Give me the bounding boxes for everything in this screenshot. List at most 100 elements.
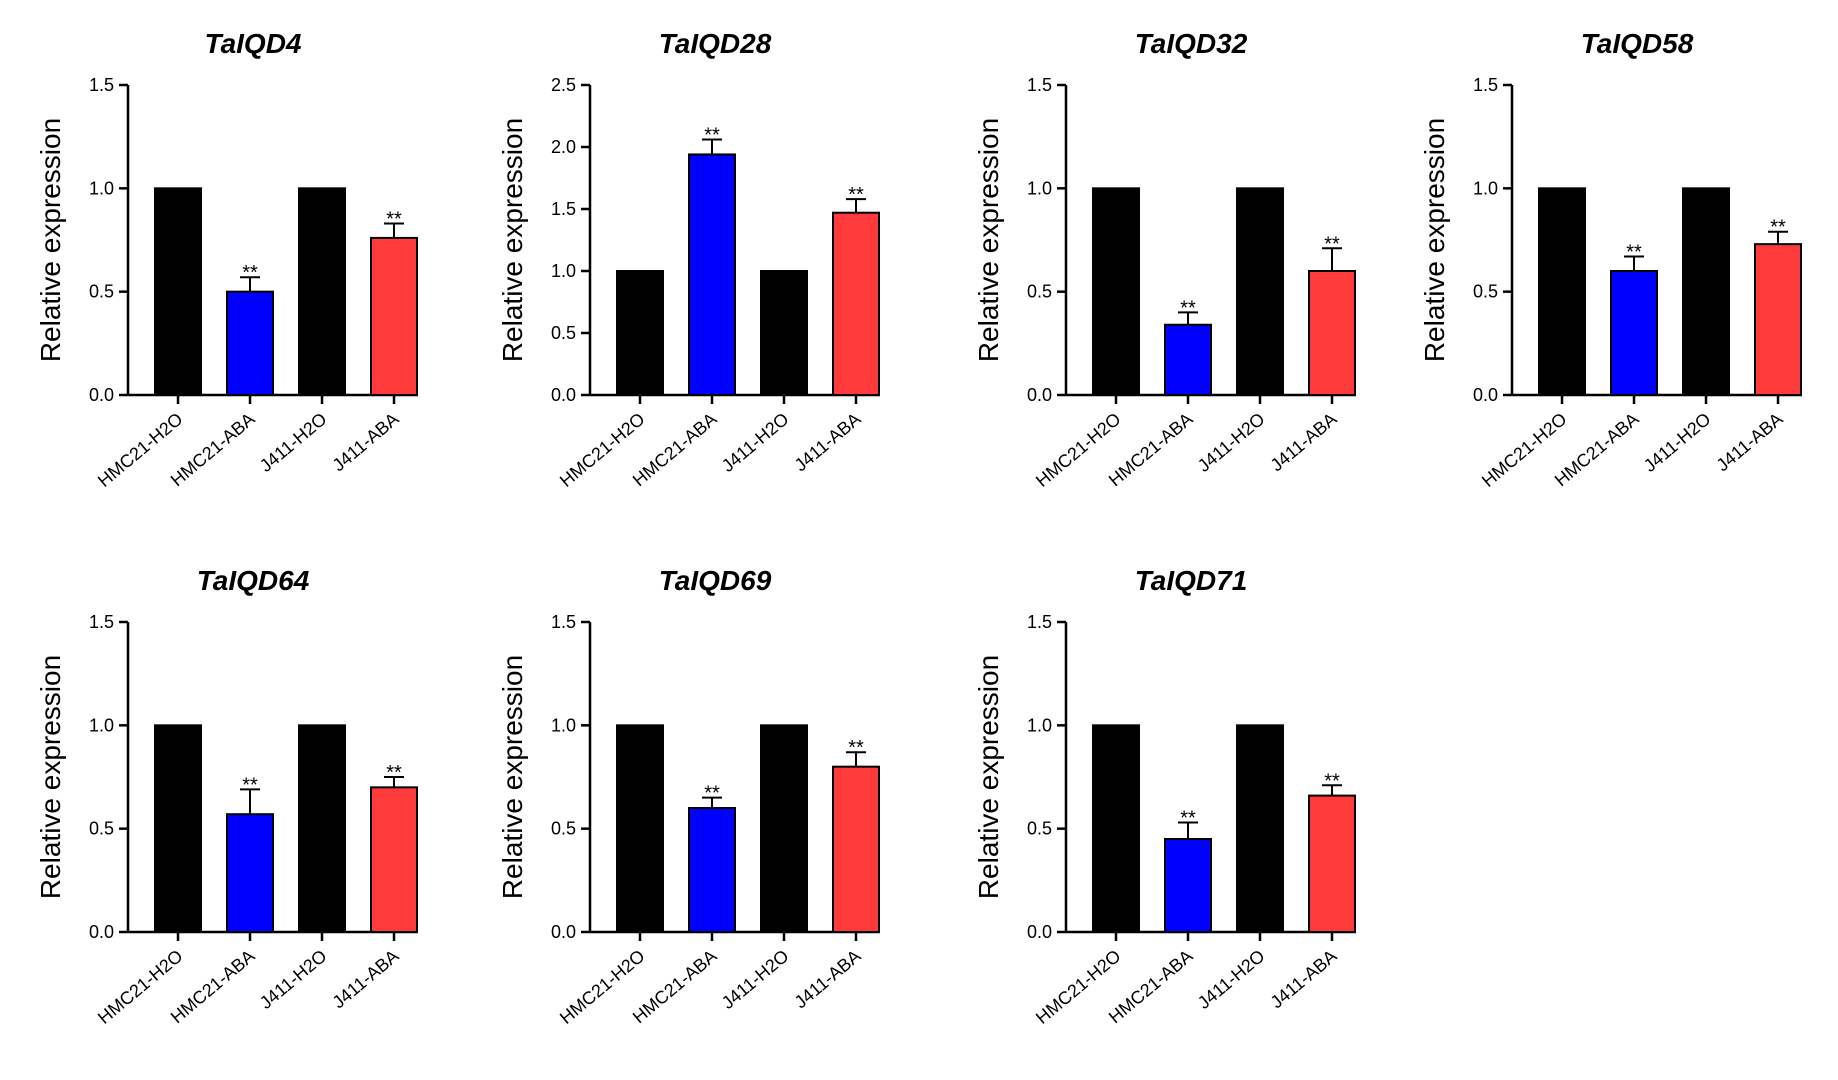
bar-J411-H2O [298, 187, 346, 396]
bar-HMC21-ABA [1164, 838, 1212, 933]
y-axis-label: Relative expression [35, 118, 66, 362]
significance-label: ** [386, 762, 402, 784]
bar-J411-ABA [370, 236, 418, 396]
significance-label: ** [1180, 807, 1196, 829]
significance-label: ** [242, 774, 258, 796]
significance-label: ** [848, 184, 864, 206]
x-tick-label: J411-H2O [1194, 946, 1269, 1013]
y-tick-label: 0.5 [1027, 282, 1052, 302]
y-tick-label: 1.0 [1027, 178, 1052, 198]
bar-J411-ABA [1308, 270, 1356, 396]
x-tick-label: J411-ABA [1267, 409, 1341, 476]
y-axis-label: Relative expression [1419, 118, 1450, 362]
chart-title: TaIQD58 [1581, 28, 1694, 59]
y-tick-label: 1.5 [551, 612, 576, 632]
bar-HMC21-H2O [154, 724, 202, 933]
significance-label: ** [704, 125, 720, 147]
chart-panel-1: TaIQD28 Relative expression 0.0 0.5 1.0 1.5 2.… [497, 28, 880, 491]
y-tick-label: 2.0 [551, 137, 576, 157]
y-axis-label: Relative expression [497, 118, 528, 362]
bar-HMC21-ABA [688, 807, 736, 933]
significance-label: ** [1770, 217, 1786, 239]
bar-J411-ABA [832, 765, 880, 934]
bar-HMC21-ABA [1164, 323, 1212, 397]
chart-title: TaIQD69 [659, 565, 772, 596]
y-tick-label: 1.5 [89, 75, 114, 95]
significance-label: ** [1626, 242, 1642, 264]
significance-label: ** [386, 208, 402, 230]
chart-title: TaIQD64 [197, 565, 310, 596]
chart-title: TaIQD4 [205, 28, 302, 59]
bar-J411-H2O [1236, 187, 1284, 396]
y-axis-label: Relative expression [973, 118, 1004, 362]
y-tick-label: 1.0 [1027, 715, 1052, 735]
significance-label: ** [1180, 297, 1196, 319]
x-tick-label: J411-H2O [1640, 409, 1715, 476]
x-tick-label: J411-H2O [1194, 409, 1269, 476]
bar-HMC21-ABA [688, 153, 736, 396]
significance-label: ** [704, 783, 720, 805]
bar-HMC21-H2O [1092, 187, 1140, 396]
y-tick-label: 0.5 [89, 282, 114, 302]
y-tick-label: 0.0 [1473, 385, 1498, 405]
y-axis-label: Relative expression [973, 655, 1004, 899]
bar-HMC21-ABA [226, 813, 274, 934]
y-axis-label: Relative expression [497, 655, 528, 899]
bar-J411-ABA [370, 786, 418, 933]
bar-J411-H2O [298, 724, 346, 933]
y-tick-label: 0.0 [1027, 385, 1052, 405]
y-tick-label: 1.5 [89, 612, 114, 632]
y-tick-label: 1.0 [89, 715, 114, 735]
x-tick-label: J411-H2O [256, 409, 331, 476]
x-tick-label: J411-ABA [329, 409, 403, 476]
y-tick-label: 0.0 [89, 385, 114, 405]
y-tick-label: 1.5 [1473, 75, 1498, 95]
bar-HMC21-H2O [616, 270, 664, 396]
y-tick-label: 1.0 [89, 178, 114, 198]
x-tick-label: J411-H2O [256, 946, 331, 1013]
x-tick-label: J411-H2O [718, 409, 793, 476]
y-tick-label: 0.5 [551, 819, 576, 839]
bar-HMC21-H2O [616, 724, 664, 933]
chart-title: TaIQD32 [1135, 28, 1248, 59]
y-tick-label: 1.0 [551, 261, 576, 281]
x-tick-label: J411-ABA [1713, 409, 1787, 476]
bar-J411-H2O [760, 270, 808, 396]
significance-label: ** [1324, 233, 1340, 255]
bar-J411-H2O [1236, 724, 1284, 933]
y-tick-label: 1.0 [1473, 178, 1498, 198]
bar-J411-ABA [1308, 794, 1356, 933]
bar-J411-H2O [1682, 187, 1730, 396]
significance-label: ** [848, 737, 864, 759]
y-tick-label: 2.5 [551, 75, 576, 95]
bar-HMC21-H2O [1538, 187, 1586, 396]
x-tick-label: J411-ABA [329, 946, 403, 1013]
y-tick-label: 0.0 [551, 385, 576, 405]
y-tick-label: 0.5 [1027, 819, 1052, 839]
y-tick-label: 1.0 [551, 715, 576, 735]
bar-J411-ABA [1754, 243, 1802, 396]
y-tick-label: 0.5 [1473, 282, 1498, 302]
chart-title: TaIQD28 [659, 28, 772, 59]
bar-HMC21-ABA [1610, 270, 1658, 396]
x-tick-label: J411-H2O [718, 946, 793, 1013]
x-tick-label: J411-ABA [1267, 946, 1341, 1013]
bar-HMC21-ABA [226, 290, 274, 396]
y-tick-label: 1.5 [551, 199, 576, 219]
bar-J411-ABA [832, 211, 880, 396]
y-tick-label: 0.0 [1027, 922, 1052, 942]
x-tick-label: J411-ABA [791, 409, 865, 476]
significance-label: ** [242, 262, 258, 284]
y-tick-label: 0.0 [89, 922, 114, 942]
y-tick-label: 0.0 [551, 922, 576, 942]
y-tick-label: 1.5 [1027, 75, 1052, 95]
y-axis-label: Relative expression [35, 655, 66, 899]
bar-HMC21-H2O [1092, 724, 1140, 933]
chart-title: TaIQD71 [1135, 565, 1248, 596]
